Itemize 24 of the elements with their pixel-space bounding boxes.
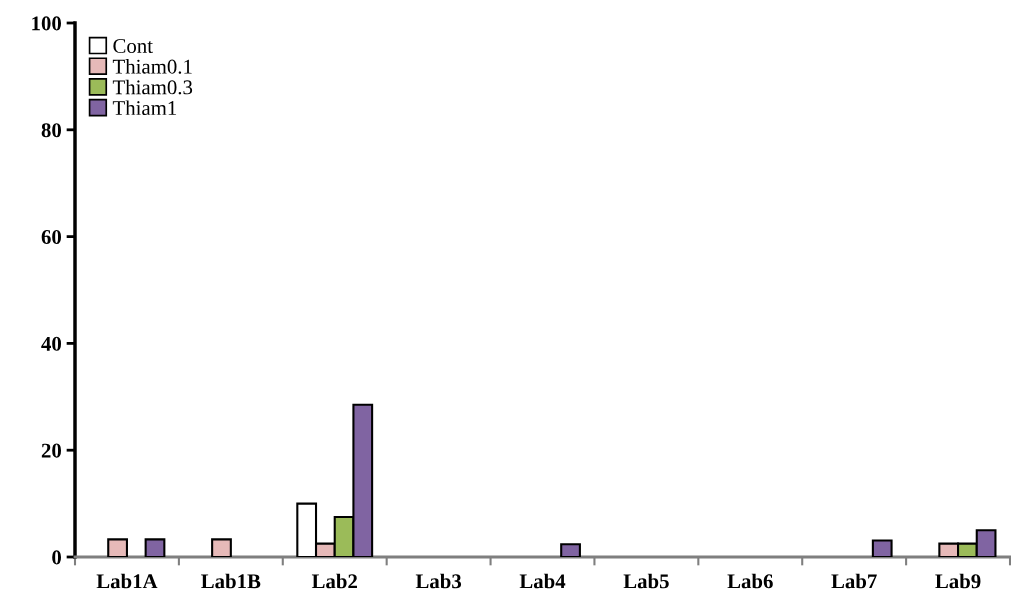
x-tick-label: Lab1A xyxy=(96,573,158,589)
x-tick-label: Lab4 xyxy=(519,573,566,589)
y-tick-label: 80 xyxy=(41,123,62,138)
x-tick-label: Lab5 xyxy=(623,573,669,589)
x-tick-label: Lab6 xyxy=(727,573,773,589)
y-tick-label: 40 xyxy=(41,336,62,351)
legend-label: Thiam0.1 xyxy=(112,59,192,74)
y-tick-label: 60 xyxy=(41,229,62,245)
x-tick-label: Lab2 xyxy=(311,573,357,589)
legend-label: Thiam0.3 xyxy=(112,79,193,95)
legend-label: Thiam1 xyxy=(112,100,177,116)
bar xyxy=(560,543,581,557)
bar xyxy=(871,539,893,557)
x-tick-label: Lab1B xyxy=(201,573,261,589)
legend-label: Cont xyxy=(113,39,153,53)
x-tick-label: Lab7 xyxy=(831,573,877,589)
x-tick-label: Lab3 xyxy=(415,573,462,589)
y-tick-label: 0 xyxy=(52,550,62,565)
bar xyxy=(144,538,166,557)
bar xyxy=(107,538,128,557)
y-tick-label: 20 xyxy=(41,443,62,458)
y-tick-label: 100 xyxy=(32,16,62,31)
bar xyxy=(211,538,232,557)
x-tick-label: Lab9 xyxy=(935,573,981,589)
